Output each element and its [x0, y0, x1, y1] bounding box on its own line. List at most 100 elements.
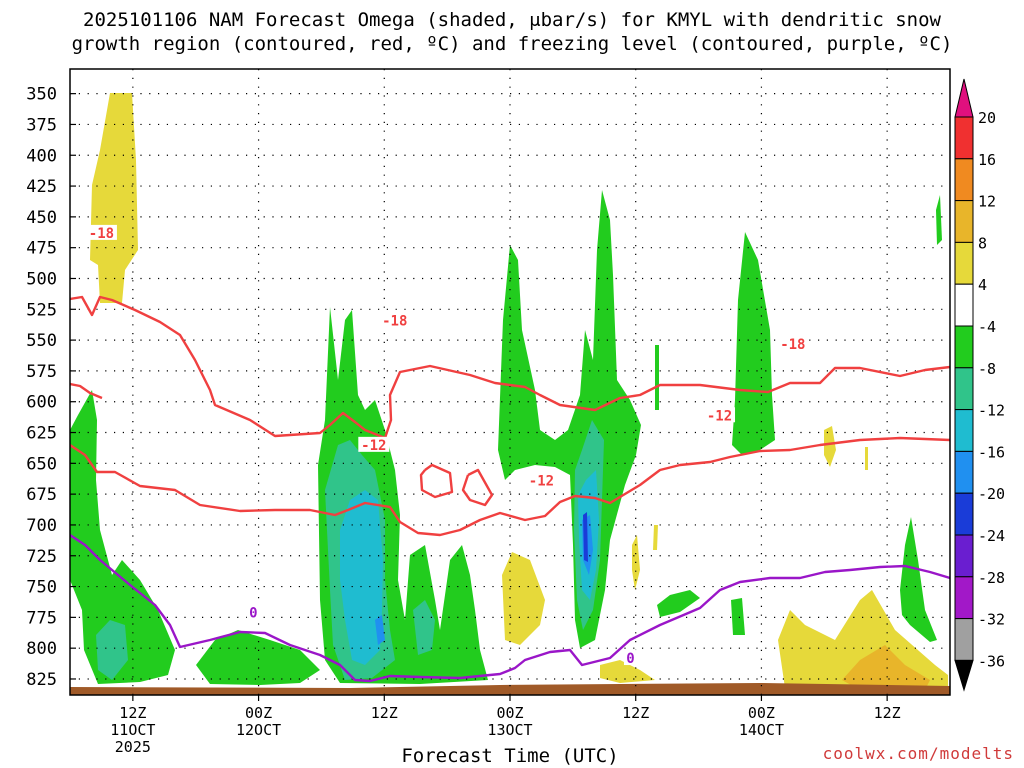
colorbar-swatch	[954, 576, 974, 620]
omega-region	[731, 598, 745, 635]
omega-region	[413, 600, 435, 655]
y-tick-label: 350	[26, 85, 57, 105]
y-tick-label: 775	[26, 608, 57, 628]
terrain-strip	[70, 683, 950, 695]
colorbar: 20 16 12 8 4 -4 -8 -12 -16 -20 -24 -28 -32 -36	[954, 78, 1005, 692]
chart-title: 2025101106 NAM Forecast Omega (shaded, μ…	[0, 8, 1024, 56]
contour-label-bg	[358, 436, 390, 452]
x-tick-label: 13OCT	[487, 721, 532, 739]
colorbar-cap-top	[954, 78, 974, 118]
colorbar-swatch	[954, 367, 974, 411]
colorbar-swatch	[954, 492, 974, 536]
colorbar-label: 4	[978, 276, 987, 294]
x-tick-label: 00Z	[496, 704, 523, 722]
omega-region	[865, 447, 868, 470]
contour-label: -18	[382, 313, 407, 329]
contour-label: 0	[249, 605, 257, 621]
x-tick-label: 12Z	[874, 704, 901, 722]
colorbar-swatch	[954, 241, 974, 285]
colorbar-label: 8	[978, 234, 987, 252]
colorbar-label: -36	[978, 652, 1005, 670]
y-tick-label: 825	[26, 670, 57, 690]
title-line-1: 2025101106 NAM Forecast Omega (shaded, μ…	[83, 9, 941, 31]
colorbar-label: 16	[978, 151, 996, 169]
colorbar-label: -12	[978, 402, 1005, 420]
x-tick-label: 12Z	[119, 704, 146, 722]
colorbar-label: 12	[978, 193, 996, 211]
colorbar-swatch	[954, 618, 974, 661]
contour-labels: -18 -18 -18 -12 -12 -12 0 0	[85, 224, 809, 667]
x-tick-label: 12Z	[371, 704, 398, 722]
contour-line	[70, 295, 950, 440]
y-tick-label: 375	[26, 115, 57, 135]
omega-region	[502, 552, 545, 645]
omega-region	[824, 426, 836, 467]
colorbar-label: -8	[978, 360, 996, 378]
colorbar-cap-bottom	[954, 659, 974, 692]
colorbar-swatch	[954, 283, 974, 327]
y-tick-label: 525	[26, 300, 57, 320]
omega-shading	[70, 93, 950, 695]
colorbar-label: -28	[978, 569, 1005, 587]
contour-label-bg	[246, 604, 260, 620]
y-tick-label: 450	[26, 208, 57, 228]
y-tick-label: 550	[26, 331, 57, 351]
y-tick-label: 600	[26, 393, 57, 413]
contour-label: -12	[529, 474, 554, 490]
contour-label-bg	[623, 650, 637, 666]
omega-region	[842, 645, 930, 690]
contour-line	[70, 436, 950, 537]
y-tick-label: 725	[26, 547, 57, 567]
contour-line	[70, 534, 950, 683]
colorbar-swatch	[954, 200, 974, 243]
omega-region	[936, 195, 942, 245]
contour-line	[70, 382, 103, 400]
omega-region	[653, 525, 658, 550]
omega-region	[655, 345, 659, 410]
omega-region	[90, 93, 138, 303]
gridlines	[70, 69, 950, 695]
y-tick-label: 625	[26, 424, 57, 444]
contour-label: 0	[626, 651, 634, 667]
x-tick-label: 00Z	[245, 704, 272, 722]
contour-label-bg	[777, 335, 809, 351]
colorbar-label: -32	[978, 611, 1005, 629]
y-tick-label: 575	[26, 362, 57, 382]
colorbar-swatch	[954, 409, 974, 452]
y-tick-label: 800	[26, 639, 57, 659]
x-tick-label: 12Z	[622, 704, 649, 722]
colorbar-label: -16	[978, 443, 1005, 461]
omega-region	[732, 232, 775, 455]
x-tick-label: 12OCT	[236, 721, 281, 739]
colorbar-swatch	[954, 534, 974, 578]
contour-label-bg	[704, 407, 736, 423]
omega-region	[900, 517, 937, 642]
colorbar-swatch	[954, 158, 974, 202]
contour-label: -12	[361, 438, 386, 454]
omega-region	[70, 390, 175, 684]
colorbar-label: 20	[978, 109, 996, 127]
y-tick-label: 700	[26, 516, 57, 536]
contour-label: -18	[89, 226, 114, 242]
omega-region	[196, 630, 320, 685]
credit-link[interactable]: coolwx.com/modelts	[822, 744, 1014, 763]
omega-region	[657, 590, 700, 617]
colorbar-label: -20	[978, 485, 1005, 503]
contour-line	[461, 468, 494, 507]
x-tick-label: 2025	[115, 738, 151, 756]
x-axis-label: Forecast Time (UTC)	[401, 745, 619, 767]
y-tick-label: 675	[26, 485, 57, 505]
x-tick-label: 11OCT	[110, 721, 155, 739]
y-tick-label: 750	[26, 578, 57, 598]
omega-region	[583, 512, 588, 562]
y-tick-label: 425	[26, 177, 57, 197]
colorbar-swatch	[954, 450, 974, 494]
omega-region	[96, 620, 128, 680]
y-tick-label: 475	[26, 239, 57, 259]
temperature-contours	[70, 295, 950, 683]
contour-label-bg	[525, 472, 557, 488]
y-tick-label: 650	[26, 454, 57, 474]
x-tick-label: 14OCT	[739, 721, 784, 739]
